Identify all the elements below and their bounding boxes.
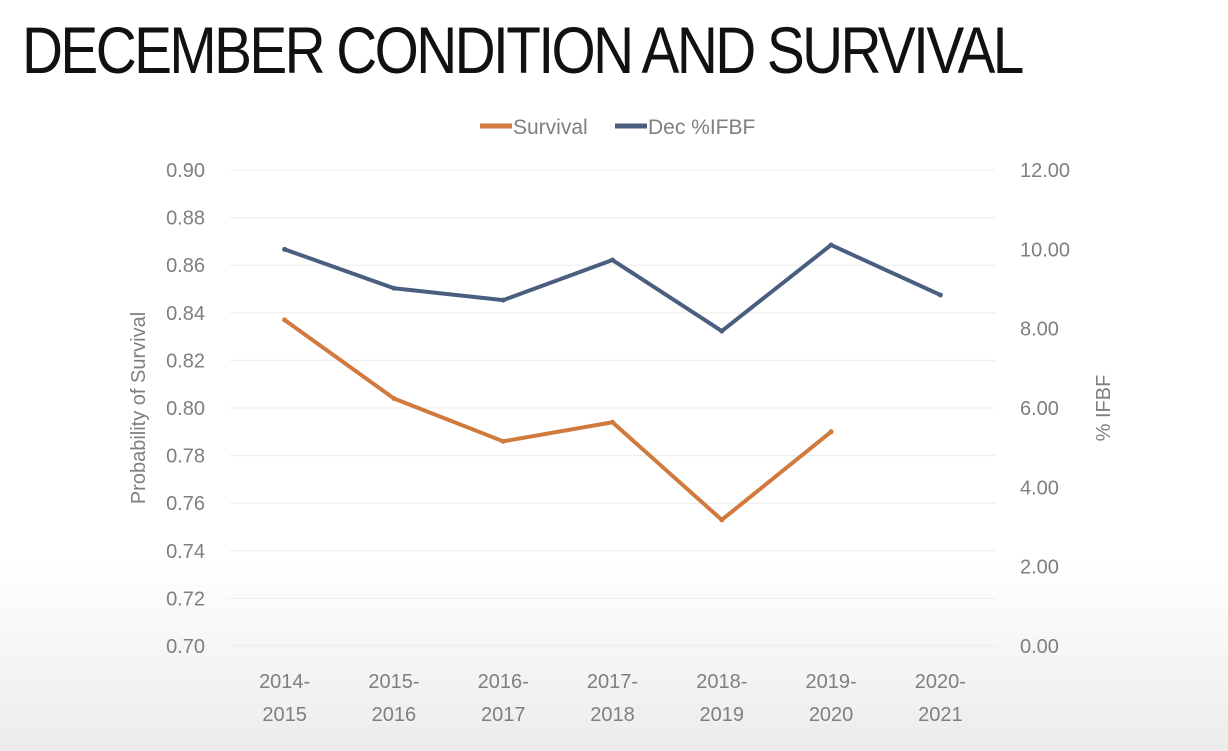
data-point xyxy=(828,242,834,248)
x-tick-label: 2014- xyxy=(259,671,310,693)
data-point xyxy=(610,419,615,425)
x-tick-label: 2016 xyxy=(372,704,417,726)
legend-label: Dec %IFBF xyxy=(648,116,755,139)
x-tick-label: 2018 xyxy=(590,704,635,726)
y-tick-label: 0.74 xyxy=(166,541,205,563)
x-tick-label: 2016- xyxy=(478,671,529,693)
x-tick-label: 2017- xyxy=(587,671,638,693)
y-tick-label: 0.90 xyxy=(166,160,205,182)
y-tick-label: 0.88 xyxy=(166,208,205,230)
x-tick-label: 2019 xyxy=(700,704,745,726)
x-tick-label: 2019- xyxy=(805,671,856,693)
data-point xyxy=(391,285,397,291)
data-point xyxy=(391,395,397,401)
data-point xyxy=(719,328,725,334)
y-tick-label: 0.76 xyxy=(166,493,205,515)
x-tick-label: 2017 xyxy=(481,704,526,726)
y-tick-label: 0.84 xyxy=(166,303,205,325)
series-line-0 xyxy=(283,318,833,522)
y2-tick-label: 12.00 xyxy=(1020,160,1070,182)
x-tick-label: 2020- xyxy=(915,671,966,693)
y2-axis-label: % IFBF xyxy=(1093,375,1115,442)
data-point xyxy=(500,297,506,303)
y2-tick-label: 0.00 xyxy=(1020,636,1059,658)
y-tick-label: 0.72 xyxy=(166,588,205,610)
x-tick-label: 2015 xyxy=(262,704,307,726)
y-tick-label: 0.80 xyxy=(166,398,205,420)
y2-tick-label: 2.00 xyxy=(1020,557,1059,579)
y2-tick-label: 10.00 xyxy=(1020,239,1070,261)
x-tick-label: 2021 xyxy=(918,704,963,726)
data-point xyxy=(282,246,288,252)
data-point xyxy=(610,257,615,263)
y2-tick-label: 8.00 xyxy=(1020,319,1059,341)
y-axis-label: Probability of Survival xyxy=(128,312,150,504)
data-point xyxy=(937,292,943,298)
legend-label: Survival xyxy=(513,116,588,139)
y2-tick-label: 6.00 xyxy=(1020,398,1059,420)
y-tick-label: 0.78 xyxy=(166,446,205,468)
y2-tick-label: 4.00 xyxy=(1020,477,1059,499)
data-point xyxy=(828,429,834,435)
x-tick-label: 2018- xyxy=(696,671,747,693)
data-point xyxy=(282,317,288,323)
data-point xyxy=(719,517,725,523)
y-tick-label: 0.86 xyxy=(166,255,205,277)
data-point xyxy=(500,438,506,444)
y-tick-label: 0.82 xyxy=(166,350,205,372)
slide-title: DECEMBER CONDITION AND SURVIVAL xyxy=(22,13,1024,87)
x-tick-label: 2020 xyxy=(809,704,854,726)
x-tick-label: 2015- xyxy=(368,671,419,693)
y-tick-label: 0.70 xyxy=(166,636,205,658)
